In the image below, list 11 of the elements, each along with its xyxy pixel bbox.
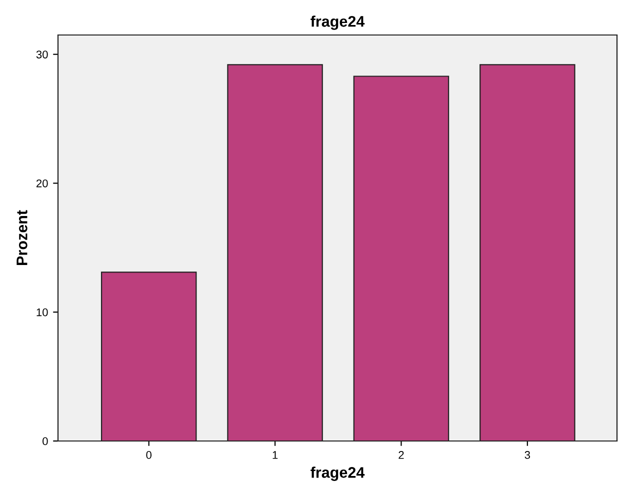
y-axis-title: Prozent [16, 210, 28, 265]
y-tick-label: 10 [36, 308, 48, 316]
y-tick-label: 0 [42, 437, 48, 446]
x-tick-label: 3 [524, 451, 530, 459]
x-tick-label: 0 [146, 451, 152, 459]
y-tick-label: 30 [36, 50, 48, 58]
x-axis-title: frage24 [310, 466, 365, 481]
y-tick-label: 20 [36, 179, 48, 188]
x-tick-label: 1 [272, 451, 278, 459]
chart-title: frage24 [310, 16, 365, 30]
x-tick-label: 2 [398, 451, 404, 459]
